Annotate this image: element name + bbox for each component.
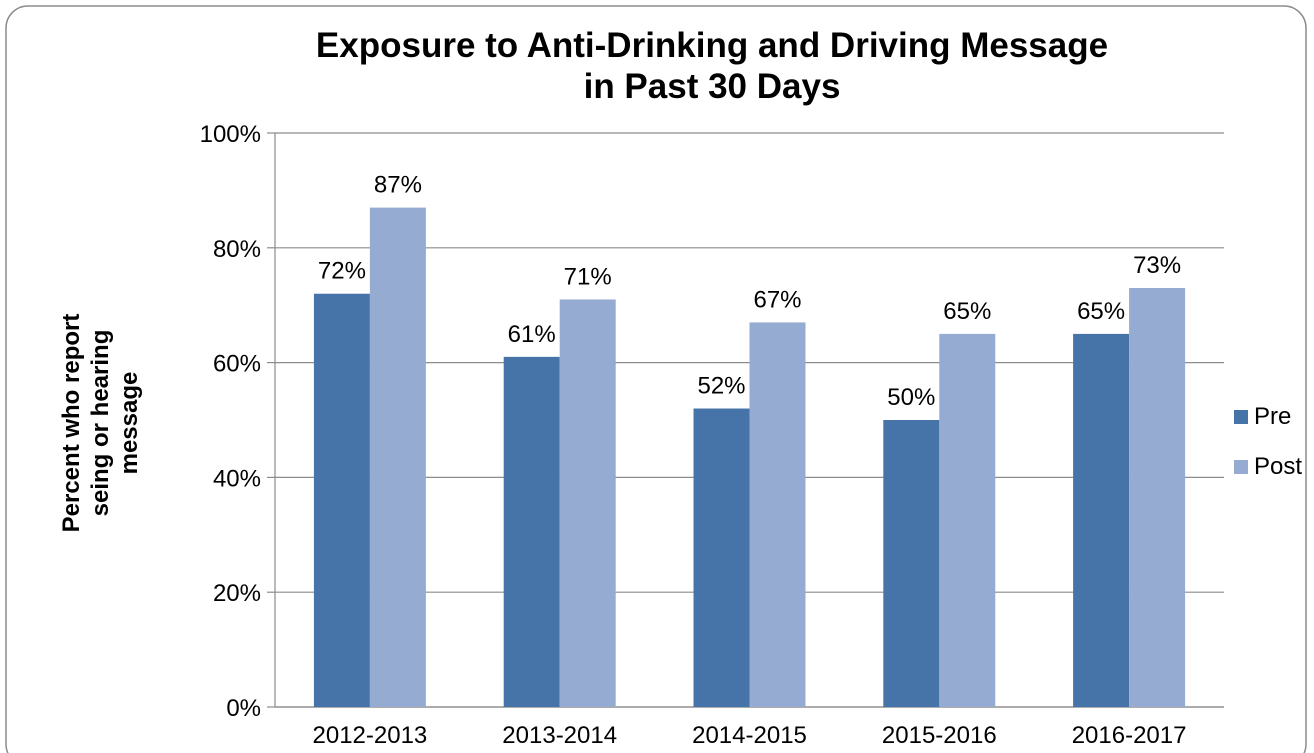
y-axis-title: Percent who report seing or hearing mess… [58,314,143,533]
data-label-pre: 72% [318,258,366,285]
bar-pre [693,408,750,707]
y-tick-label: 0% [226,695,261,722]
legend-label-pre: Pre [1254,403,1291,430]
x-tick-label: 2016-2017 [1072,722,1187,749]
y-axis-title-line-1: Percent who report [58,314,85,533]
x-tick-label: 2015-2016 [882,722,997,749]
data-label-pre: 61% [508,321,556,348]
x-tick-label: 2014-2015 [692,722,807,749]
data-label-post: 67% [753,286,801,313]
x-tick-label: 2013-2014 [502,722,617,749]
y-tick-label: 40% [213,465,261,492]
y-axis-title-line-3: message [116,372,143,475]
x-tick-label: 2012-2013 [313,722,428,749]
bar-post [369,207,426,707]
bar-pre [313,293,370,707]
data-label-post: 73% [1133,252,1181,279]
data-label-post: 71% [564,263,612,290]
y-axis-title-line-2: seing or hearing [87,330,114,517]
y-tick-label: 100% [200,121,261,148]
data-label-post: 87% [374,172,422,199]
legend: Pre Post [1234,403,1302,480]
legend-label-post: Post [1254,453,1302,480]
chart-title-line-2: in Past 30 Days [584,67,841,106]
bars [313,207,1186,707]
legend-swatch-post [1234,460,1248,474]
bar-pre [503,356,560,707]
y-tick-label: 60% [213,351,261,378]
x-axis-ticks: 2012-2013 2013-2014 2014-2015 2015-2016 2016… [313,722,1187,749]
legend-swatch-pre [1234,410,1248,424]
bar-post [749,322,806,707]
data-label-pre: 52% [697,373,745,400]
y-axis-ticks: 0% 20% 40% 60% 80% 100% [200,121,261,722]
data-label-pre: 65% [1077,298,1125,325]
bar-post [1129,287,1186,707]
bar-post [559,299,616,707]
bar-pre [1073,333,1130,707]
bar-post [939,333,996,707]
chart-title-line-1: Exposure to Anti-Drinking and Driving Me… [316,26,1108,65]
bar-labels: 72% 87% 61% 71% 52% 67% 50% 65% 65% 73% [318,172,1181,411]
data-label-post: 65% [943,298,991,325]
y-tick-label: 20% [213,580,261,607]
bar-pre [883,420,940,707]
y-tick-label: 80% [213,236,261,263]
data-label-pre: 50% [887,384,935,411]
